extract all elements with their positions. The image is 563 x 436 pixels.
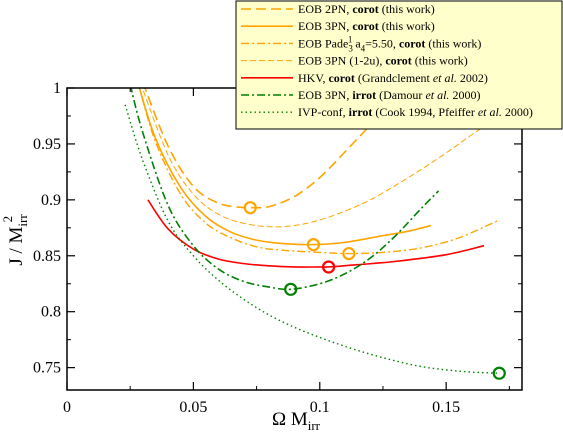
legend-label-5: HKV, corot (Grandclement et al. 2002)	[298, 71, 488, 85]
y-axis-title-sup: 2	[0, 216, 15, 223]
x-tick-label: 0.05	[179, 399, 207, 416]
series-marker-7	[492, 366, 506, 380]
marker-group	[243, 201, 506, 380]
x-axis-title-main: Ω M	[272, 409, 308, 430]
x-tick-label: 0	[63, 399, 71, 416]
y-tick-label: 1	[53, 80, 61, 97]
y-axis-title-main: J / M	[6, 227, 27, 266]
series-line-4	[141, 88, 500, 228]
y-tick-label: 0.85	[33, 248, 61, 265]
x-tick-label: 0.1	[310, 399, 330, 416]
series-line-5	[147, 199, 485, 268]
y-axis-title: J / Mirr2	[0, 214, 30, 266]
legend-entries: EOB 2PN, corot (this work) EOB 3PN, corot…	[241, 2, 533, 119]
legend-label-4: EOB 3PN (1-2u), corot (this work)	[298, 54, 468, 68]
x-axis-title: Ω Mirr	[272, 409, 321, 433]
series-line-1	[144, 88, 422, 209]
series-marker-1	[243, 201, 257, 215]
x-axis-title-sub: irr	[308, 418, 321, 433]
y-tick-label: 0.95	[33, 136, 61, 153]
legend-label-1: EOB 2PN, corot (this work)	[298, 2, 435, 16]
legend-label-2: EOB 3PN, corot (this work)	[298, 19, 435, 33]
legend: EOB 2PN, corot (this work) EOB 3PN, corot…	[235, 0, 563, 130]
series-line-3	[138, 88, 500, 255]
series-marker-3	[342, 246, 356, 261]
y-tick-label: 0.75	[33, 360, 61, 377]
x-tick-label: 0.15	[432, 399, 460, 416]
y-axis-title-sub: irr	[15, 214, 30, 227]
plot-background	[67, 88, 522, 390]
legend-label-6: EOB 3PN, irrot (Damour et al. 2000)	[298, 88, 480, 102]
y-tick-label: 0.9	[41, 192, 61, 209]
series-group	[124, 88, 500, 374]
series-marker-2	[306, 237, 321, 252]
series-line-7	[124, 104, 500, 374]
series-line-6	[130, 88, 440, 291]
legend-box	[235, 0, 563, 130]
y-tick-label: 0.8	[41, 304, 61, 321]
legend-label-3: EOB Pade31 a4=5.50, corot (this work)	[298, 34, 481, 53]
series-marker-5	[322, 260, 336, 274]
series-marker-6	[284, 282, 298, 296]
legend-label-7: IVP-conf, irrot (Cook 1994, Pfeiffer et …	[298, 105, 533, 119]
series-line-2	[138, 88, 432, 246]
